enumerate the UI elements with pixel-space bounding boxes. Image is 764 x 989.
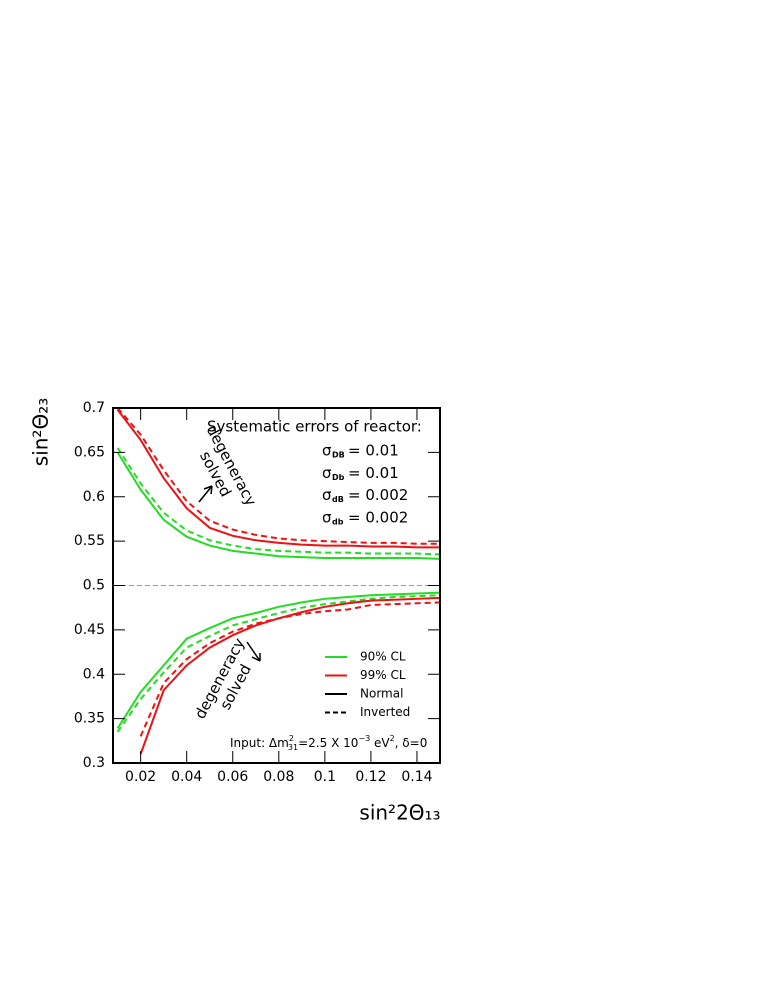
- y-tick-label: 0.3: [83, 755, 105, 771]
- sigma-subscript: db: [332, 517, 344, 526]
- input-note-part: −3: [358, 734, 370, 743]
- input-note-part: Input: Δm: [230, 736, 289, 750]
- y-tick-label: 0.55: [74, 533, 105, 549]
- input-note-part: 2: [289, 734, 294, 743]
- curve: [116, 451, 440, 560]
- arrow-up: [198, 485, 213, 503]
- y-axis-label: sin²Θ₂₃: [29, 398, 53, 466]
- curve: [116, 447, 440, 556]
- curve: [116, 409, 440, 549]
- annotation-upper: degeneracy solved: [196, 422, 260, 509]
- x-tick-label: 0.04: [171, 769, 202, 785]
- y-tick-label: 0.7: [83, 400, 105, 416]
- annotation-lower: degeneracy solved: [191, 635, 255, 722]
- y-tick-label: 0.45: [74, 622, 105, 638]
- sigma-subscript: Db: [332, 473, 345, 482]
- plot-area: [113, 408, 440, 755]
- x-tick-label: 0.14: [401, 769, 432, 785]
- y-tick-label: 0.4: [83, 666, 105, 682]
- y-tick-label: 0.35: [74, 711, 105, 727]
- legend-label: 99% CL: [360, 668, 406, 682]
- sigma-symbol: σ: [322, 442, 332, 460]
- legend-label: Inverted: [360, 705, 410, 719]
- sigma-value: = 0.01: [348, 442, 399, 460]
- x-tick-label: 0.06: [217, 769, 248, 785]
- y-tick-label: 0.65: [74, 444, 105, 460]
- sigma-value: = 0.01: [348, 464, 399, 482]
- sigma-value: = 0.002: [348, 508, 408, 526]
- input-note-part: 2: [390, 734, 395, 743]
- sigma-subscript: dB: [332, 495, 344, 504]
- legend-label: Normal: [360, 687, 403, 701]
- input-note-part: , δ=0: [395, 736, 428, 750]
- sigma-symbol: σ: [322, 486, 332, 504]
- x-tick-label: 0.1: [314, 769, 336, 785]
- x-axis-label: sin²2Θ₁₃: [359, 801, 440, 825]
- legend-label: 90% CL: [360, 650, 406, 664]
- x-tick-label: 0.08: [263, 769, 294, 785]
- y-tick-label: 0.6: [83, 489, 105, 505]
- sigma-value: = 0.002: [348, 486, 408, 504]
- curve: [116, 408, 440, 545]
- y-tick-label: 0.5: [83, 578, 105, 594]
- curve: [116, 591, 440, 729]
- curve: [139, 601, 440, 737]
- input-note: Input: Δm2 31=2.5 X 10−3 eV2, δ=0: [230, 734, 427, 752]
- x-tick-label: 0.12: [355, 769, 386, 785]
- sigma-symbol: σ: [322, 508, 332, 526]
- systematics-title: Systematic errors of reactor:: [207, 418, 422, 436]
- sigma-subscript: DB: [332, 451, 345, 460]
- sigma-symbol: σ: [322, 464, 332, 482]
- x-tick-label: 0.02: [125, 769, 156, 785]
- arrow-down: [246, 641, 261, 662]
- input-note-part: eV: [370, 736, 390, 750]
- input-note-part: 31: [288, 743, 298, 752]
- input-note-part: =2.5 X 10: [298, 736, 358, 750]
